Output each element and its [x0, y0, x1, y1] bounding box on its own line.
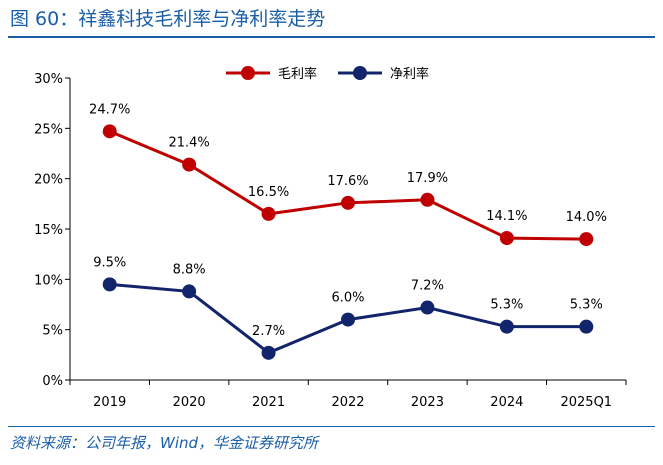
data-label: 21.4%: [168, 136, 209, 151]
data-point: [579, 232, 594, 247]
data-point: [499, 231, 514, 246]
data-point: [102, 277, 117, 292]
x-tick-label: 2020: [173, 395, 206, 410]
data-label: 17.9%: [407, 171, 448, 186]
data-point: [182, 157, 197, 172]
data-point: [341, 195, 355, 210]
line-chart: 0% 5% 10% 15% 20% 25% 30% 2019 2020 2021 2022 2023 2…: [34, 66, 627, 410]
data-point: [182, 284, 197, 299]
x-tick-label: 2025Q1: [560, 395, 612, 410]
data-point: [102, 124, 117, 139]
legend-marker: [241, 66, 255, 80]
data-label: 16.5%: [248, 185, 289, 200]
y-tick-label: 30%: [34, 72, 63, 87]
y-tick-label: 25%: [34, 122, 63, 137]
x-tick-label: 2023: [411, 395, 444, 410]
y-tick-label: 0%: [42, 374, 63, 389]
x-tick-label: 2021: [252, 395, 285, 410]
data-label: 24.7%: [89, 102, 130, 117]
data-label: 14.1%: [486, 209, 527, 224]
data-point: [341, 312, 355, 327]
data-label: 7.2%: [411, 279, 444, 294]
data-label: 9.5%: [93, 255, 126, 270]
data-point: [420, 300, 435, 315]
x-tick-label: 2024: [490, 395, 523, 410]
x-tick-label: 2022: [331, 395, 364, 410]
data-label: 17.6%: [327, 174, 368, 189]
footer-rule: [8, 426, 655, 427]
legend-label: 净利率: [390, 66, 429, 82]
y-tick-label: 15%: [34, 223, 63, 238]
data-point: [579, 319, 594, 334]
y-tick-label: 20%: [34, 173, 63, 188]
legend-marker: [353, 66, 367, 80]
data-label: 6.0%: [331, 291, 364, 306]
data-label: 5.3%: [490, 298, 523, 313]
data-point: [261, 345, 276, 360]
data-point: [420, 192, 435, 207]
figure-title: 图 60：祥鑫科技毛利率与净利率走势: [10, 8, 326, 30]
y-tick-label: 5%: [42, 324, 63, 339]
data-label: 8.8%: [173, 262, 206, 277]
data-label: 2.7%: [252, 324, 285, 339]
legend-label: 毛利率: [278, 66, 317, 82]
data-label: 5.3%: [570, 298, 603, 313]
source-note: 资料来源：公司年报，Wind，华金证券研究所: [10, 434, 319, 452]
title-rule: [8, 36, 655, 38]
x-tick-label: 2019: [93, 395, 126, 410]
data-point: [499, 319, 514, 334]
data-point: [261, 206, 276, 221]
data-label: 14.0%: [566, 210, 607, 225]
y-tick-label: 10%: [34, 273, 63, 288]
